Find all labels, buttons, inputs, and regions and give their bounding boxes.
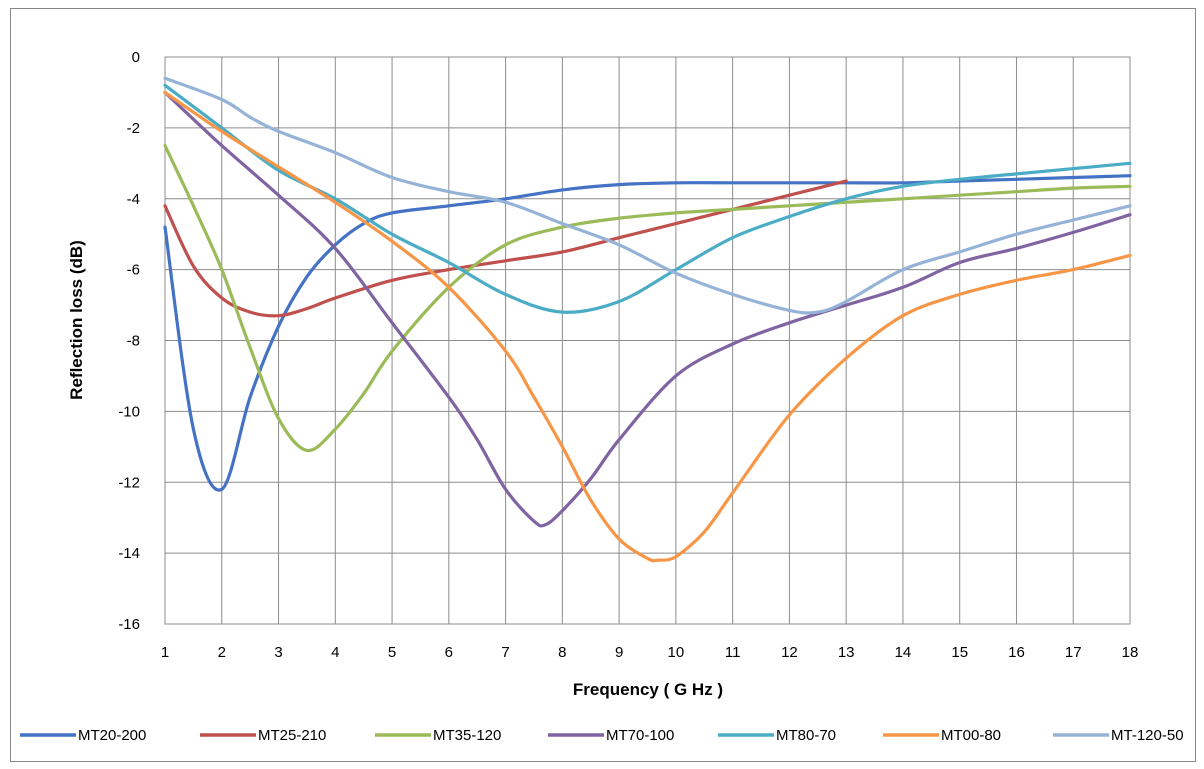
- legend-item-mt25-210: MT25-210: [200, 727, 326, 744]
- legend-label: MT35-120: [433, 727, 501, 744]
- y-tick-label-0: 0: [132, 49, 140, 66]
- legend-label: MT80-70: [776, 727, 836, 744]
- plot-area: [164, 56, 1131, 625]
- x-tick-label-14: 15: [951, 644, 968, 661]
- y-tick-label-4: -8: [127, 333, 140, 350]
- x-tick-label-12: 13: [838, 644, 855, 661]
- x-tick-label-13: 14: [895, 644, 912, 661]
- legend-item-mt35-120: MT35-120: [375, 727, 501, 744]
- y-tick-labels: 0 -2 -4 -6 -8 -10 -12 -14 -16: [118, 49, 140, 633]
- legend-label: MT00-80: [941, 727, 1001, 744]
- x-tick-label-6: 7: [501, 644, 509, 661]
- legend-item-mt20-200: MT20-200: [20, 727, 146, 744]
- x-axis-title: Frequency ( G Hz ): [573, 680, 723, 699]
- series-line-mt00-80: [163, 90, 1132, 563]
- y-tick-label-5: -10: [118, 403, 140, 420]
- x-tick-label-2: 3: [274, 644, 282, 661]
- legend-label: MT25-210: [258, 727, 326, 744]
- x-tick-label-0: 1: [161, 644, 169, 661]
- y-tick-label-7: -14: [118, 545, 140, 562]
- legend: MT20-200 MT25-210 MT35-120 MT70-100 MT80-70 M…: [20, 727, 1184, 744]
- y-tick-label-1: -2: [127, 120, 140, 137]
- legend-item-mt00-80: MT00-80: [883, 727, 1001, 744]
- y-tick-label-8: -16: [118, 616, 140, 633]
- legend-label: MT20-200: [78, 727, 146, 744]
- x-tick-label-9: 10: [668, 644, 685, 661]
- series-line-mt25-210: [163, 179, 848, 318]
- plot-area-border: [164, 56, 1131, 625]
- x-tick-labels: 1 2 3 4 5 6 7 8 9 10 11 12 13 14 15 16 17 18: [161, 644, 1139, 661]
- y-tick-label-3: -6: [127, 262, 140, 279]
- y-tick-label-2: -4: [127, 191, 140, 208]
- y-tick-label-6: -12: [118, 474, 140, 491]
- x-tick-label-3: 4: [331, 644, 339, 661]
- legend-label: MT-120-50: [1111, 727, 1184, 744]
- x-tick-label-1: 2: [218, 644, 226, 661]
- x-tick-label-15: 16: [1008, 644, 1025, 661]
- x-tick-label-16: 17: [1065, 644, 1082, 661]
- x-tick-label-8: 9: [615, 644, 623, 661]
- x-tick-label-17: 18: [1122, 644, 1139, 661]
- series-line-mt35-120: [163, 144, 1132, 453]
- x-tick-label-4: 5: [388, 644, 396, 661]
- series-line-mt80-70: [163, 83, 1132, 314]
- x-tick-label-11: 12: [781, 644, 798, 661]
- series-lines: [163, 76, 1132, 563]
- x-tick-label-10: 11: [725, 644, 741, 661]
- legend-item-mt70-100: MT70-100: [548, 727, 674, 744]
- x-tick-label-7: 8: [558, 644, 566, 661]
- legend-item-mt-120-50: MT-120-50: [1053, 727, 1184, 744]
- legend-label: MT70-100: [606, 727, 674, 744]
- legend-item-mt80-70: MT80-70: [718, 727, 836, 744]
- series-line-mt-120-50: [163, 76, 1132, 315]
- x-tick-label-5: 6: [445, 644, 453, 661]
- series-line-mt70-100: [163, 90, 1132, 528]
- y-axis-title: Reflection loss (dB): [67, 240, 86, 400]
